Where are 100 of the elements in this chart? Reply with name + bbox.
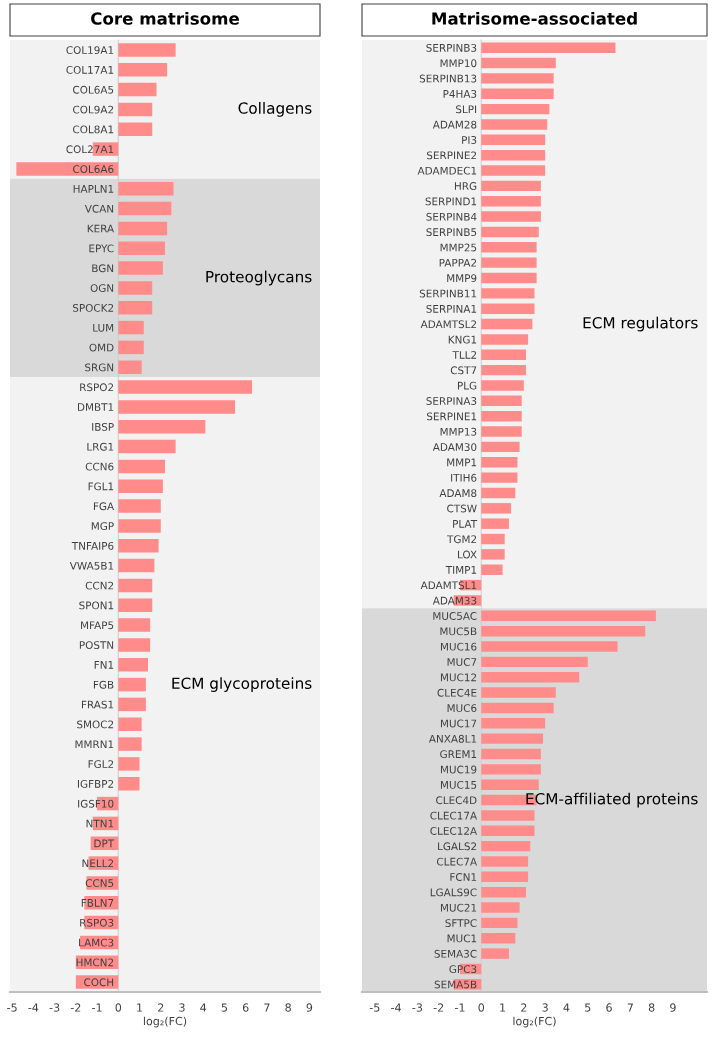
x-tick-label: 1 <box>500 1003 506 1012</box>
bar <box>118 539 159 553</box>
bar <box>481 687 556 698</box>
y-tick-label: MFAP5 <box>81 621 114 630</box>
bar <box>481 73 554 84</box>
bar <box>481 748 541 760</box>
y-tick-label: HAPLN1 <box>73 185 114 193</box>
y-tick-label: SMOC2 <box>77 720 114 729</box>
y-tick-label: CST7 <box>450 366 477 375</box>
band-label: ECM glycoproteins <box>172 677 312 692</box>
y-tick-label: SERPIND1 <box>425 197 477 206</box>
bar <box>118 261 163 275</box>
bar <box>118 122 153 136</box>
x-tick-label: -1 <box>92 1003 102 1012</box>
y-tick-label: FGL1 <box>88 482 114 491</box>
bar <box>118 241 165 255</box>
y-tick-label: ADAMTSL2 <box>420 320 477 329</box>
bar <box>118 777 140 791</box>
x-tick-label: -5 <box>369 1003 380 1012</box>
y-tick-label: SEMA5B <box>434 980 477 989</box>
bar <box>481 656 588 668</box>
y-tick-label: GREM1 <box>440 750 477 759</box>
y-tick-label: TIMP1 <box>445 566 477 574</box>
x-tick-label: 7 <box>264 1003 270 1012</box>
bar <box>481 334 529 345</box>
bar <box>481 779 539 790</box>
x-tick-label: 0 <box>478 1003 485 1012</box>
bar <box>118 558 155 573</box>
bar <box>481 672 580 683</box>
y-tick-label: SRGN <box>85 363 114 372</box>
bar <box>481 641 618 652</box>
bar <box>481 856 529 867</box>
bar <box>118 598 153 612</box>
bar <box>481 364 526 376</box>
y-tick-label: PI3 <box>462 136 477 144</box>
y-tick-label: DMBT1 <box>78 403 114 411</box>
y-tick-label: SERPINB3 <box>426 43 477 52</box>
y-tick-label: COL17A1 <box>66 65 114 74</box>
y-tick-label: CCN6 <box>85 462 114 471</box>
x-tick-label: 5 <box>221 1003 228 1012</box>
bar <box>481 917 518 929</box>
bar <box>481 764 541 775</box>
bar <box>481 211 541 222</box>
y-tick-label: CLEC7A <box>436 857 477 866</box>
bar <box>118 82 157 97</box>
x-tick-label: 2 <box>521 1003 527 1012</box>
bar <box>118 63 168 77</box>
x-tick-label: -1 <box>454 1003 465 1012</box>
x-tick-label: -4 <box>391 1003 401 1012</box>
x-tick-label: -5 <box>7 1003 17 1012</box>
bar <box>118 380 253 394</box>
y-tick-label: RSPO3 <box>80 918 114 927</box>
bar <box>481 625 646 637</box>
y-tick-label: ADAMDEC1 <box>417 166 477 175</box>
y-tick-label: CLEC4D <box>436 796 477 805</box>
y-tick-label: MUC16 <box>440 642 477 651</box>
x-tick-label: -3 <box>412 1003 423 1012</box>
y-tick-label: MMP25 <box>440 243 477 252</box>
y-tick-label: MUC5B <box>440 627 477 636</box>
y-tick-label: CCN5 <box>85 879 114 888</box>
bar <box>481 88 554 99</box>
bar <box>118 201 172 216</box>
band-label: ECM-affiliated proteins <box>526 792 698 808</box>
y-tick-label: POSTN <box>79 641 114 650</box>
y-tick-label: OMD <box>89 343 114 352</box>
y-tick-label: MUC6 <box>447 704 477 713</box>
bar <box>481 242 537 253</box>
bar <box>481 457 518 468</box>
bar <box>118 638 151 652</box>
y-tick-label: SPON1 <box>79 601 114 610</box>
bar <box>481 226 539 238</box>
bar <box>481 196 541 207</box>
x-tick-label: -2 <box>433 1003 444 1012</box>
x-tick-label: 6 <box>242 1003 249 1012</box>
bar <box>481 948 509 959</box>
y-tick-label: SERPINB5 <box>426 228 477 237</box>
y-tick-label: CLEC4E <box>437 688 477 697</box>
y-tick-label: MMP13 <box>440 427 477 436</box>
y-tick-label: CLEC12A <box>430 827 477 835</box>
y-tick-label: HMCN2 <box>76 958 114 967</box>
bar <box>481 472 518 483</box>
y-tick-label: SPOCK2 <box>72 303 114 312</box>
y-tick-label: NTN1 <box>86 819 114 828</box>
bar <box>118 757 140 771</box>
bar <box>481 733 544 744</box>
y-tick-label: ANXA8L1 <box>428 734 477 743</box>
y-tick-label: MMRN1 <box>75 740 114 749</box>
y-tick-label: SERPINB4 <box>426 212 477 221</box>
bar <box>481 165 546 176</box>
y-tick-label: COL19A1 <box>66 46 114 55</box>
y-tick-label: TLL2 <box>452 351 477 359</box>
y-tick-label: FRAS1 <box>81 700 114 709</box>
bar <box>481 257 537 268</box>
bar <box>481 57 556 69</box>
y-tick-label: SERPINB11 <box>419 289 477 298</box>
x-tick-label: 5 <box>585 1003 591 1012</box>
bar <box>481 380 524 391</box>
bar <box>481 810 535 821</box>
x-tick-label: 6 <box>606 1003 612 1012</box>
bar <box>118 677 146 692</box>
